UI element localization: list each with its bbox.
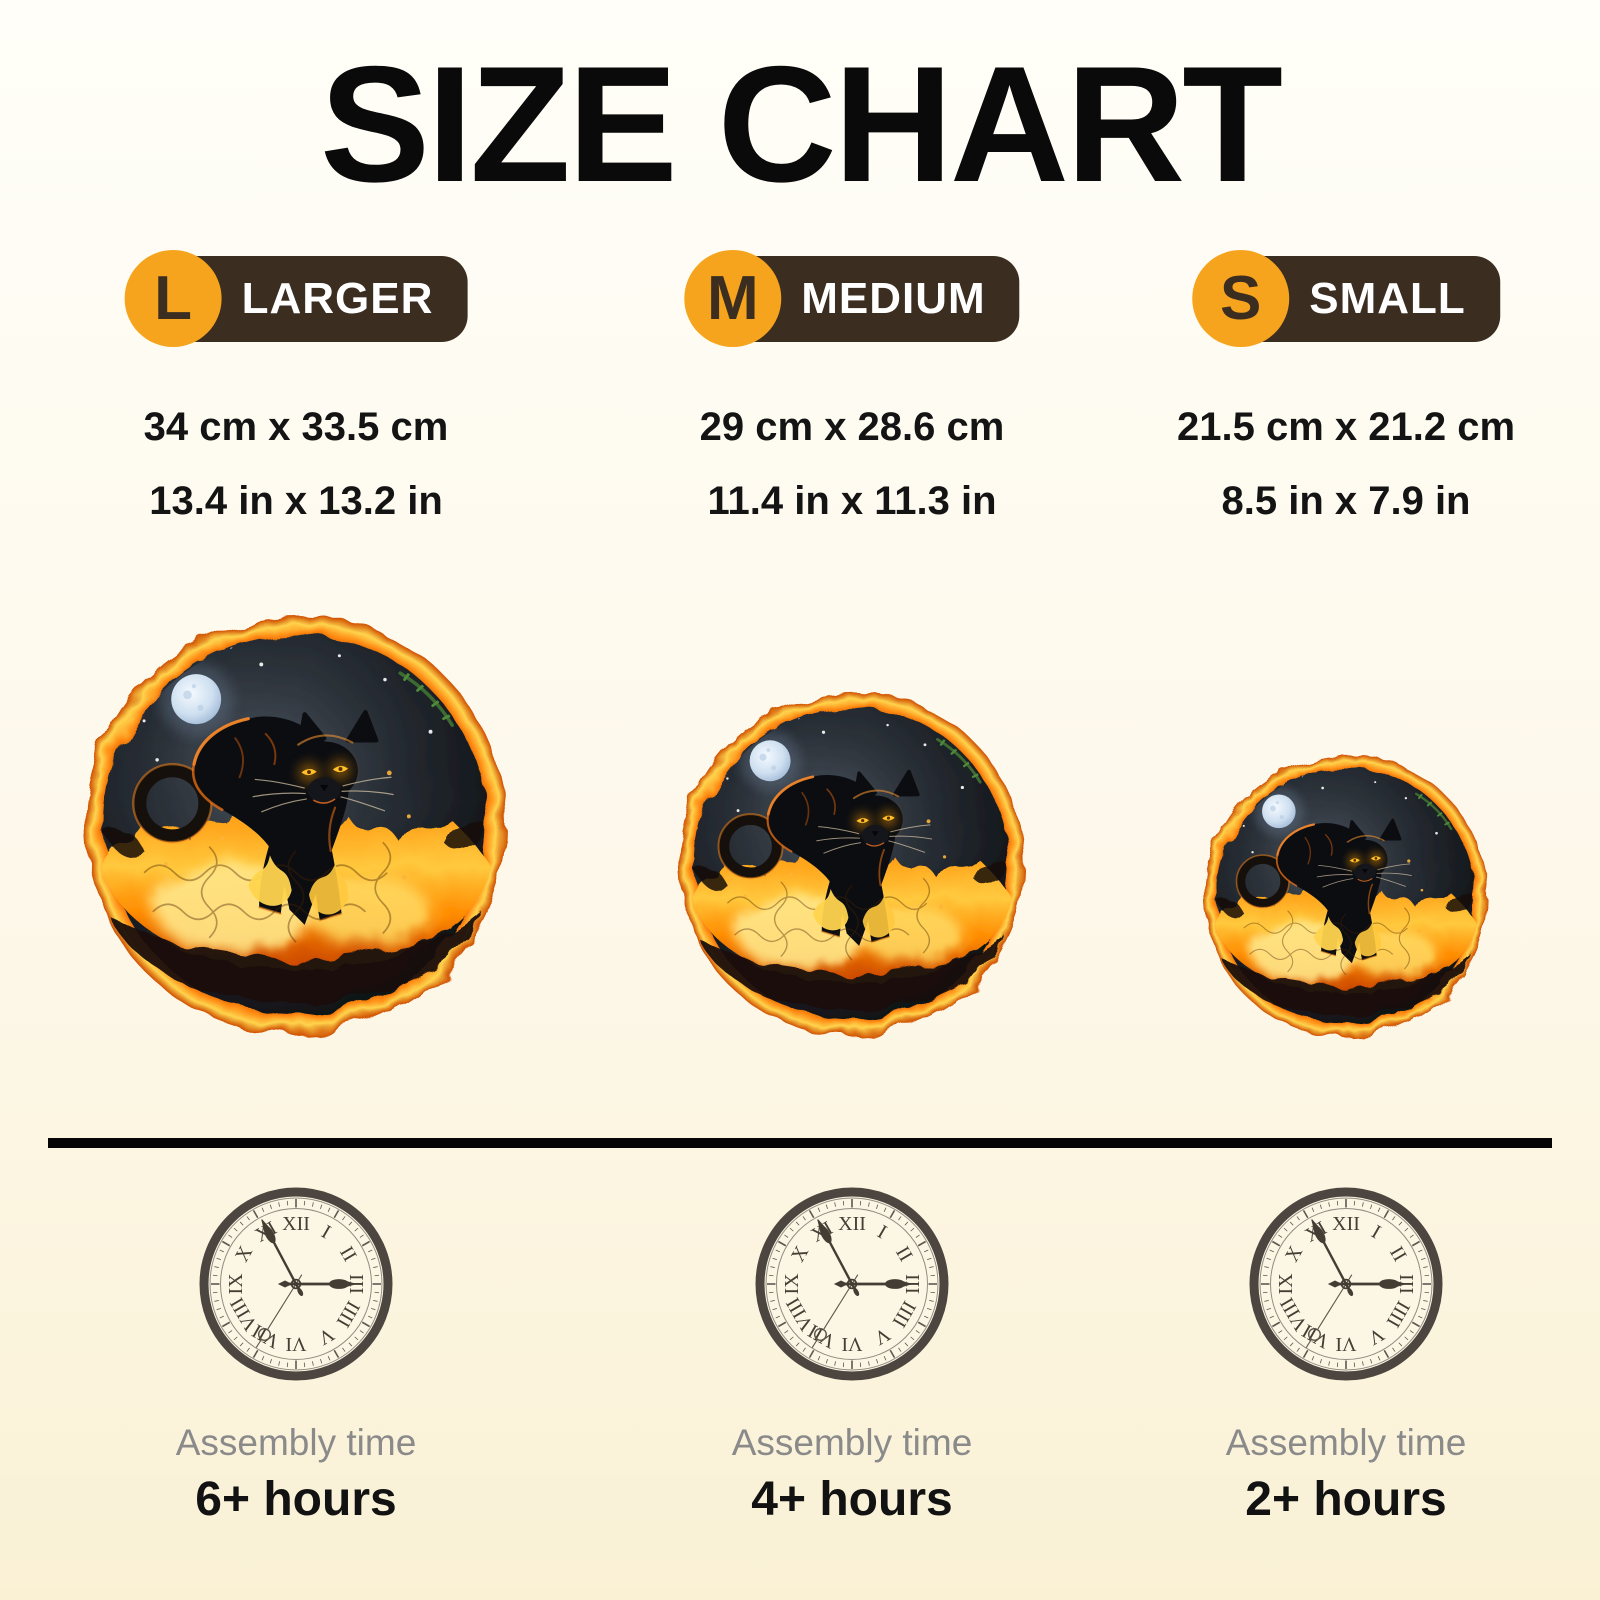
assembly-clock-icon: XIIIIIIIIIIIIVVIVIIVIIIIXXXI (755, 1187, 949, 1381)
puzzle-image-larger (79, 608, 513, 1042)
dimensions-cm: 34 cm x 33.5 cm (143, 405, 449, 449)
badge-letter: M (706, 264, 759, 333)
badge-label: MEDIUM (801, 273, 986, 323)
dimensions-cm: 21.5 cm x 21.2 cm (1176, 405, 1516, 449)
svg-text:VI: VI (1335, 1333, 1356, 1355)
divider-line (48, 1138, 1552, 1148)
svg-text:IX: IX (225, 1273, 247, 1295)
assembly-clock-icon: XIIIIIIIIIIIIVVIVIIVIIIIXXXI (199, 1187, 393, 1381)
hour-hand (1327, 1279, 1407, 1289)
size-badge-medium: M MEDIUM (684, 250, 1020, 347)
assembly-time-label: Assembly time (175, 1422, 417, 1463)
svg-text:XII: XII (282, 1213, 310, 1235)
second-hand (811, 1274, 859, 1348)
svg-text:XII: XII (1332, 1213, 1360, 1235)
badge-letter-circle: L (124, 250, 222, 347)
badge-letter-circle: M (684, 250, 782, 347)
second-hand (255, 1274, 303, 1348)
badge-label-pill: SMALL (1237, 255, 1500, 342)
badge-label: LARGER (241, 273, 434, 323)
dimensions-in: 8.5 in x 7.9 in (1221, 479, 1471, 523)
badge-letter: S (1220, 264, 1262, 333)
dimensions-in: 11.4 in x 11.3 in (707, 479, 997, 523)
puzzle-image-medium (674, 686, 1030, 1042)
badge-label: SMALL (1309, 273, 1466, 323)
svg-text:VI: VI (841, 1333, 862, 1355)
page-title: SIZE CHART (320, 32, 1283, 216)
assembly-time-label: Assembly time (1225, 1422, 1467, 1463)
assembly-time-value: 2+ hours (1245, 1473, 1447, 1526)
badge-letter-circle: S (1192, 250, 1290, 347)
svg-text:IX: IX (1275, 1273, 1297, 1295)
svg-text:IX: IX (781, 1273, 803, 1295)
badge-letter: L (154, 264, 193, 333)
dimensions-cm: 29 cm x 28.6 cm (699, 405, 1005, 449)
hour-hand (833, 1279, 913, 1289)
svg-text:VI: VI (285, 1333, 306, 1355)
dimensions-block: 21.5 cm x 21.2 cm 8.5 in x 7.9 in (1086, 390, 1600, 538)
dimensions-block: 29 cm x 28.6 cm 11.4 in x 11.3 in (592, 390, 1112, 538)
dimensions-block: 34 cm x 33.5 cm 13.4 in x 13.2 in (36, 390, 556, 538)
assembly-time-value: 4+ hours (751, 1473, 953, 1526)
svg-text:XII: XII (838, 1213, 866, 1235)
size-badge-larger: L LARGER (124, 250, 468, 347)
assembly-clock-icon: XIIIIIIIIIIIIVVIVIIVIIIIXXXI (1249, 1187, 1443, 1381)
size-column-larger: L LARGER 34 cm x 33.5 cm 13.4 in x 13.2 … (36, 240, 556, 1600)
size-column-small: S SMALL 21.5 cm x 21.2 cm 8.5 in x 7.9 i… (1086, 240, 1600, 1600)
assembly-time-value: 6+ hours (195, 1473, 397, 1526)
minute-hand (261, 1219, 304, 1297)
size-column-medium: M MEDIUM 29 cm x 28.6 cm 11.4 in x 11.3 … (592, 240, 1112, 1600)
size-badge-small: S SMALL (1192, 250, 1500, 347)
dimensions-in: 13.4 in x 13.2 in (149, 479, 443, 523)
puzzle-image-small (1200, 750, 1492, 1042)
hour-hand (277, 1279, 357, 1289)
assembly-time-label: Assembly time (731, 1422, 973, 1463)
